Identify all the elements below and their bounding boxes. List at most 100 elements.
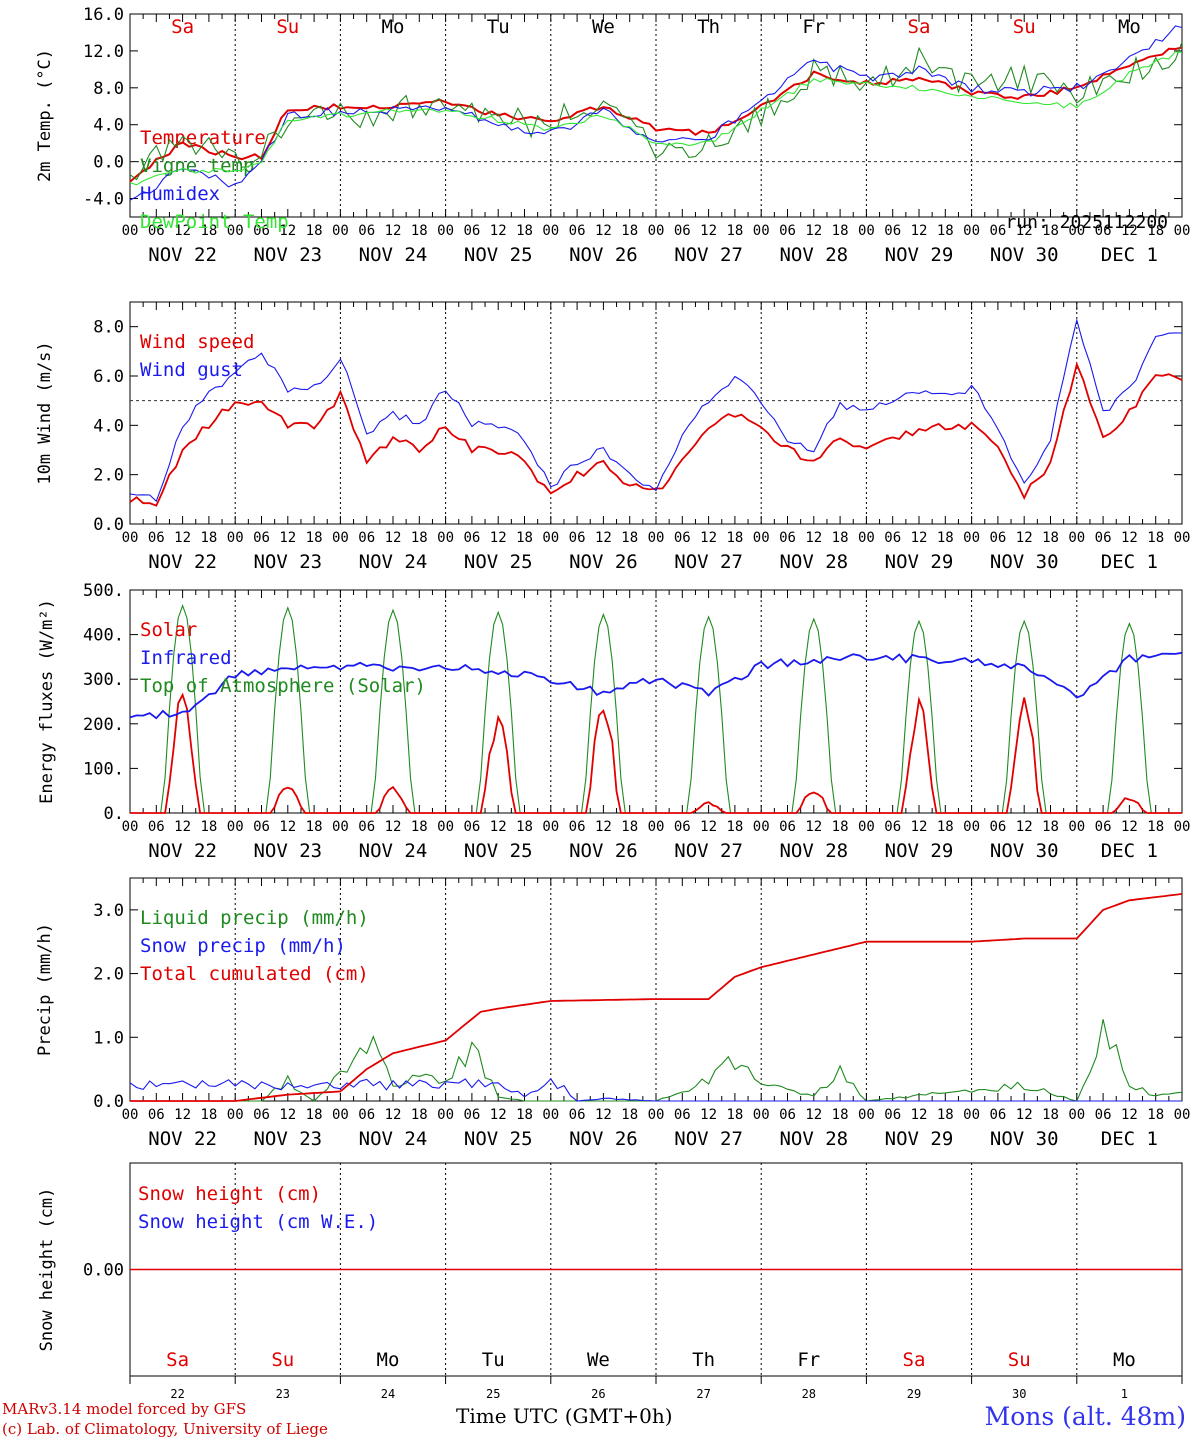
x-hour-label: 00 <box>332 1107 349 1123</box>
x-hour-label: 12 <box>385 530 402 546</box>
x-hour-label: 06 <box>989 819 1006 835</box>
weekday-label: Th <box>697 16 720 38</box>
series-total-cumulated <box>130 893 1183 1102</box>
x-hour-label: 00 <box>753 1107 770 1123</box>
x-date-label: NOV 25 <box>464 840 533 862</box>
x-hour-label: 18 <box>832 530 849 546</box>
weekday-label: Sa <box>166 1349 189 1371</box>
series-snow-precip <box>129 1078 1182 1102</box>
x-hour-label: 00 <box>227 530 244 546</box>
x-hour-label: 00 <box>858 819 875 835</box>
x-date-label: NOV 28 <box>779 244 848 266</box>
x-hour-label: 12 <box>1016 819 1033 835</box>
series-infrared <box>129 651 1183 720</box>
x-date-label: NOV 24 <box>359 551 428 573</box>
x-hour-label: 12 <box>1121 1107 1138 1123</box>
x-hour-label: 06 <box>358 530 375 546</box>
y-tick-label: 3.0 <box>93 901 124 921</box>
x-hour-label: 06 <box>463 530 480 546</box>
weekday-label: We <box>587 1349 610 1371</box>
x-date-label: NOV 23 <box>253 551 322 573</box>
x-date-label: NOV 30 <box>990 551 1059 573</box>
x-hour-label: 00 <box>122 530 139 546</box>
weekday-label: Sa <box>171 16 194 38</box>
day-number-label: 1 <box>1121 1387 1128 1401</box>
day-number-label: 29 <box>907 1387 921 1401</box>
x-hour-label: 06 <box>674 223 691 239</box>
x-date-label: DEC 1 <box>1101 551 1158 573</box>
x-hour-label: 06 <box>148 530 165 546</box>
x-hour-label: 12 <box>595 819 612 835</box>
weekday-label: Sa <box>908 16 931 38</box>
x-hour-label: 18 <box>726 819 743 835</box>
x-hour-label: 00 <box>332 530 349 546</box>
x-hour-label: 12 <box>490 223 507 239</box>
x-hour-label: 06 <box>253 223 270 239</box>
weekday-label: Mo <box>1113 1349 1136 1371</box>
x-hour-label: 06 <box>884 223 901 239</box>
x-hour-label: 18 <box>200 819 217 835</box>
weekday-label: Fr <box>797 1349 820 1371</box>
x-date-label: NOV 28 <box>779 840 848 862</box>
x-date-label: NOV 29 <box>885 840 954 862</box>
x-hour-label: 06 <box>884 530 901 546</box>
y-tick-label: 12.0 <box>83 42 124 62</box>
weekday-label: Su <box>276 16 299 38</box>
x-date-label: NOV 28 <box>779 551 848 573</box>
x-hour-label: 12 <box>490 530 507 546</box>
x-hour-label: 18 <box>516 1107 533 1123</box>
x-date-label: NOV 27 <box>674 1128 743 1150</box>
x-hour-label: 12 <box>700 819 717 835</box>
x-hour-label: 06 <box>148 223 165 239</box>
x-hour-label: 12 <box>700 530 717 546</box>
x-hour-label: 00 <box>1174 1107 1191 1123</box>
x-date-label: NOV 24 <box>359 1128 428 1150</box>
x-hour-label: 00 <box>963 530 980 546</box>
x-hour-label: 12 <box>805 223 822 239</box>
x-date-label: NOV 24 <box>359 244 428 266</box>
x-hour-label: 06 <box>989 530 1006 546</box>
x-hour-label: 06 <box>569 530 586 546</box>
x-date-label: NOV 23 <box>253 244 322 266</box>
y-tick-label: 0.00 <box>83 1261 124 1281</box>
x-hour-label: 06 <box>674 819 691 835</box>
weekday-label: Su <box>271 1349 294 1371</box>
y-tick-label: 0. <box>104 804 124 824</box>
legend-1: Wind speed <box>140 331 254 353</box>
x-date-label: NOV 27 <box>674 244 743 266</box>
legend-1: Snow height (cm) <box>138 1183 321 1205</box>
x-hour-label: 06 <box>463 223 480 239</box>
x-hour-label: 12 <box>700 223 717 239</box>
x-hour-label: 18 <box>726 1107 743 1123</box>
x-hour-label: 18 <box>937 819 954 835</box>
x-hour-label: 06 <box>253 530 270 546</box>
x-hour-label: 06 <box>358 819 375 835</box>
x-hour-label: 00 <box>648 223 665 239</box>
x-date-label: DEC 1 <box>1101 244 1158 266</box>
x-hour-label: 00 <box>1174 223 1191 239</box>
x-hour-label: 18 <box>937 530 954 546</box>
x-hour-label: 18 <box>937 1107 954 1123</box>
x-hour-label: 12 <box>174 530 191 546</box>
x-date-label: DEC 1 <box>1101 840 1158 862</box>
x-hour-label: 12 <box>1016 223 1033 239</box>
legend-2: Wind gust <box>140 359 243 381</box>
x-hour-label: 12 <box>805 530 822 546</box>
x-hour-label: 18 <box>411 530 428 546</box>
series-lightgreen <box>129 51 1183 186</box>
y-tick-label: 400. <box>83 626 124 646</box>
x-date-label: NOV 26 <box>569 244 638 266</box>
y-tick-label: 0.0 <box>93 515 124 535</box>
legend-3: Humidex <box>140 183 220 205</box>
x-hour-label: 06 <box>463 819 480 835</box>
x-hour-label: 06 <box>989 1107 1006 1123</box>
x-hour-label: 12 <box>279 223 296 239</box>
x-hour-label: 00 <box>1068 223 1085 239</box>
x-hour-label: 06 <box>569 223 586 239</box>
x-hour-label: 06 <box>1095 530 1112 546</box>
x-hour-label: 18 <box>621 1107 638 1123</box>
x-date-label: NOV 26 <box>569 1128 638 1150</box>
legend-2: Infrared <box>140 647 232 669</box>
x-hour-label: 12 <box>490 819 507 835</box>
x-hour-label: 06 <box>674 530 691 546</box>
